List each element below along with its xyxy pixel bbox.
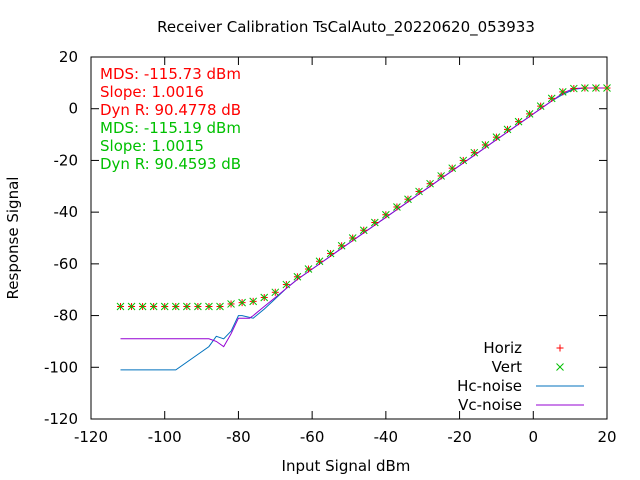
legend-label: Hc-noise [457, 377, 522, 395]
x-tick-label: 20 [597, 428, 616, 446]
data-point [393, 203, 401, 211]
y-tick-label: -100 [44, 358, 78, 376]
y-axis: -120 -100 -80 -60 -40 -20 0 20 [44, 48, 607, 428]
data-point [569, 84, 578, 93]
data-point [558, 88, 567, 96]
data-point [249, 297, 258, 306]
data-point [138, 302, 147, 311]
series-vert [116, 84, 611, 311]
x-tick-label: -80 [226, 428, 251, 446]
data-point [514, 117, 523, 126]
legend-item: Vert [492, 358, 564, 376]
data-point [315, 257, 324, 266]
data-point [592, 84, 600, 92]
plot-area [90, 56, 608, 420]
data-point [426, 179, 434, 188]
data-point [160, 302, 169, 311]
y-tick-label: -120 [44, 410, 78, 428]
legend-label: Vert [492, 358, 522, 376]
legend-label: Vc-noise [458, 396, 522, 414]
plot-border [90, 56, 608, 420]
data-point [116, 302, 125, 311]
data-point [260, 293, 269, 302]
y-tick-label: -40 [54, 203, 79, 221]
x-tick-label: -120 [74, 428, 108, 446]
series-layer [116, 84, 611, 371]
data-point [359, 226, 368, 235]
y-tick-label: -20 [54, 151, 79, 169]
annotation-text: MDS: -115.73 dBm [100, 65, 241, 83]
x-axis-label: Input Signal dBm [282, 457, 411, 475]
y-tick-label: -80 [54, 307, 79, 325]
data-point [293, 272, 302, 281]
data-point [205, 302, 213, 311]
data-point [404, 195, 412, 204]
legend-swatch [556, 363, 564, 371]
x-tick-label: -100 [148, 428, 182, 446]
chart-title: Receiver Calibration TsCalAuto_20220620_… [157, 18, 535, 37]
legend-item: Vc-noise [458, 396, 584, 414]
data-point [127, 302, 136, 311]
data-point [348, 234, 357, 242]
data-point [227, 300, 235, 308]
y-tick-label: 20 [59, 48, 78, 66]
data-point [271, 288, 280, 297]
legend-label: Horiz [483, 339, 522, 357]
annotation-text: Dyn R: 90.4593 dB [100, 155, 241, 173]
legend-item: Horiz [483, 339, 564, 357]
data-point [536, 102, 545, 110]
x-tick-label: -40 [374, 428, 399, 446]
legend-swatch [556, 344, 564, 352]
data-point [470, 148, 479, 157]
data-point [182, 302, 191, 311]
y-axis-label: Response Signal [4, 177, 22, 300]
data-point [337, 241, 346, 250]
y-tick-label: 0 [68, 100, 78, 118]
data-point [415, 187, 423, 196]
data-point [459, 156, 468, 165]
data-point [326, 249, 335, 258]
data-point [492, 133, 501, 142]
legend-item: Hc-noise [457, 377, 584, 395]
data-point [282, 280, 291, 289]
data-point [216, 302, 224, 311]
data-point [194, 302, 202, 311]
data-point [171, 302, 180, 311]
data-point [437, 172, 445, 180]
annotation-text: Slope: 1.0016 [100, 83, 204, 101]
x-tick-label: -60 [300, 428, 325, 446]
x-tick-label: 0 [529, 428, 539, 446]
x-axis: -120 -100 -80 -60 -40 -20 0 20 [74, 57, 617, 446]
data-point [304, 265, 313, 273]
annotation-text: MDS: -115.19 dBm [100, 119, 241, 137]
data-point [603, 84, 611, 92]
data-point [370, 218, 379, 227]
data-point [547, 94, 556, 103]
data-point [382, 210, 390, 219]
x-tick-label: -20 [447, 428, 472, 446]
data-point [448, 164, 457, 173]
data-point [149, 302, 158, 311]
data-point [581, 84, 589, 92]
data-point [481, 141, 490, 149]
data-point [525, 110, 534, 118]
data-point [503, 125, 512, 134]
data-point [238, 298, 246, 307]
y-tick-label: -60 [54, 255, 79, 273]
annotation-text: Slope: 1.0015 [100, 137, 204, 155]
annotation-text: Dyn R: 90.4778 dB [100, 101, 241, 119]
